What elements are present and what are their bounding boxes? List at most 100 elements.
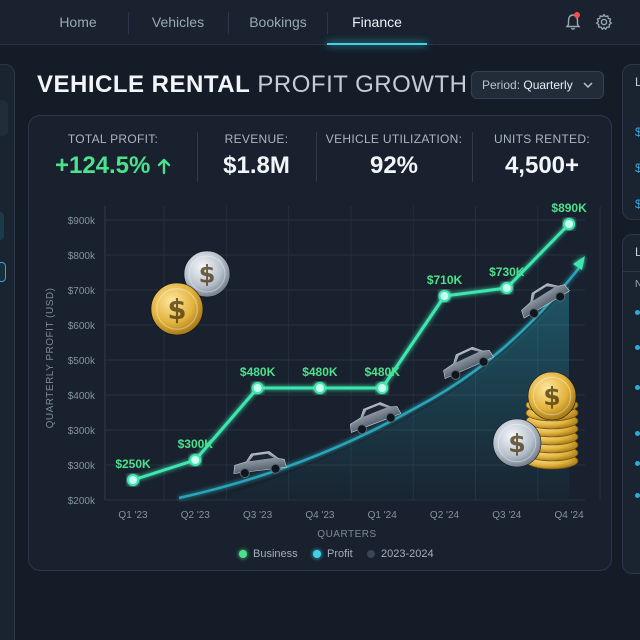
period-dropdown[interactable]: Period: Quarterly [471, 71, 604, 99]
legend-label: 2023-2024 [381, 548, 434, 560]
tab-divider [327, 12, 328, 34]
legend-item-period[interactable]: 2023-2024 [367, 548, 434, 560]
kpi-divider [316, 132, 317, 182]
chart-legend: Business Profit 2023-2024 [29, 548, 613, 562]
sidebar-toggle[interactable] [0, 262, 6, 282]
x-tick-label: Q1 '23 [118, 510, 148, 521]
list-item-dot [635, 493, 640, 498]
kpi-label: TOTAL PROFIT: [67, 132, 159, 146]
legend-label: Profit [327, 548, 353, 560]
legend-label: Business [253, 548, 298, 560]
y-tick-label: $300k [68, 426, 96, 437]
gear-icon[interactable] [594, 12, 614, 32]
right-panel-value: $ [635, 125, 640, 139]
data-label: $300K [178, 437, 214, 451]
x-tick-label: Q3 '23 [243, 510, 273, 521]
x-axis-title: QUARTERS [317, 529, 376, 540]
left-sidebar-panel [0, 64, 15, 640]
y-tick-label: $300k [68, 461, 96, 472]
coin-icon: $ [183, 250, 231, 298]
coin-icon: $ [527, 371, 577, 421]
x-tick-label: Q2 '24 [430, 510, 460, 521]
kpi-value: 92% [369, 152, 419, 179]
right-summary-panel: L $ $ $ [622, 64, 640, 220]
divider [623, 271, 640, 272]
profit-line-chart: $ $ $ $ $250K $300K $480K $480K $480K $710K $730K… [45, 201, 601, 540]
profit-card: TOTAL PROFIT: +124.5% REVENUE: $1.8M VEH… [28, 115, 612, 571]
data-label: $710K [427, 273, 463, 287]
tab-finance[interactable]: Finance [327, 0, 427, 45]
right-panel-value: $ [635, 197, 640, 211]
data-point [313, 382, 326, 394]
sidebar-item[interactable] [0, 100, 8, 136]
kpi-value: 4,500+ [504, 152, 580, 179]
y-tick-label: $800k [68, 251, 96, 262]
page-title-bold: VEHICLE RENTAL [37, 71, 251, 98]
notification-badge [574, 12, 580, 18]
sidebar-item-active[interactable] [0, 212, 4, 240]
trend-area [205, 286, 569, 502]
svg-text:$: $ [168, 295, 187, 326]
coin-icon: $ [150, 282, 204, 336]
kpi-value: $1.8M [223, 152, 290, 179]
car-icon [521, 283, 570, 319]
tab-divider [228, 12, 229, 34]
tab-home[interactable]: Home [59, 14, 97, 30]
list-item-dot [635, 461, 640, 466]
car-icon [349, 402, 402, 435]
y-tick-label: $500k [68, 356, 96, 367]
kpi-total-profit: TOTAL PROFIT: +124.5% [39, 132, 187, 180]
data-point [563, 218, 576, 230]
y-tick-label: $600k [68, 321, 96, 332]
y-axis-title: QUARTERLY PROFIT (USD) [45, 288, 56, 429]
kpi-label: VEHICLE UTILIZATION: [325, 132, 463, 146]
x-tick-label: Q1 '24 [368, 510, 398, 521]
data-point [376, 382, 389, 394]
data-point [189, 454, 202, 466]
list-item-dot [635, 345, 640, 350]
kpi-value: +124.5% [39, 152, 187, 180]
page-title: VEHICLE RENTAL PROFIT GROWTH [37, 71, 467, 99]
x-tick-label: Q3 '24 [492, 510, 522, 521]
svg-text:$: $ [508, 429, 526, 458]
period-label: Period: [482, 78, 521, 92]
svg-text:$: $ [199, 261, 216, 289]
svg-text:$: $ [543, 382, 561, 411]
data-label: $730K [489, 265, 525, 279]
y-tick-label: $900k [68, 216, 96, 227]
legend-swatch [313, 550, 321, 558]
y-tick-label: $200k [68, 496, 96, 507]
kpi-revenue: REVENUE: $1.8M [199, 132, 314, 180]
data-point [438, 290, 451, 302]
list-item-dot [635, 431, 640, 436]
kpi-divider [472, 132, 473, 182]
legend-item-profit[interactable]: Profit [313, 548, 353, 560]
list-item-dot [635, 310, 640, 315]
tab-divider [128, 12, 129, 34]
right-panel-column: N [635, 279, 640, 290]
bell-icon[interactable] [563, 12, 583, 32]
top-nav: Home Vehicles Bookings Finance [0, 0, 640, 45]
coin-icon: $ [492, 418, 542, 468]
data-label: $890K [551, 201, 587, 215]
x-tick-label: Q4 '23 [305, 510, 335, 521]
tab-bookings[interactable]: Bookings [249, 14, 307, 30]
right-panel-value: $ [635, 161, 640, 175]
right-list-panel: L N [622, 234, 640, 574]
kpi-label: REVENUE: [224, 132, 289, 146]
legend-swatch [367, 550, 375, 558]
x-tick-label: Q4 '24 [555, 510, 585, 521]
right-panel-heading: L [635, 245, 640, 259]
car-icon [233, 451, 287, 479]
data-point [251, 382, 264, 394]
profit-line [132, 222, 571, 482]
kpi-divider [197, 132, 198, 182]
right-panel-heading: L [635, 75, 640, 89]
data-point [127, 474, 139, 486]
legend-item-business[interactable]: Business [239, 548, 298, 560]
tab-vehicles[interactable]: Vehicles [151, 14, 205, 30]
kpi-value-text: +124.5% [54, 152, 151, 179]
data-point [500, 282, 513, 294]
y-tick-label: $400k [68, 391, 96, 402]
data-label: $480K [365, 365, 401, 379]
